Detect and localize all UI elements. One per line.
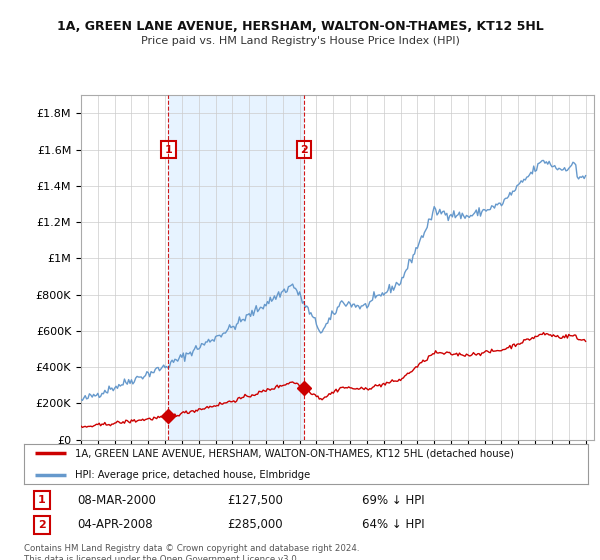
Text: 69% ↓ HPI: 69% ↓ HPI <box>362 494 425 507</box>
Text: 1A, GREEN LANE AVENUE, HERSHAM, WALTON-ON-THAMES, KT12 5HL (detached house): 1A, GREEN LANE AVENUE, HERSHAM, WALTON-O… <box>75 449 514 458</box>
Text: Price paid vs. HM Land Registry's House Price Index (HPI): Price paid vs. HM Land Registry's House … <box>140 36 460 46</box>
Text: 64% ↓ HPI: 64% ↓ HPI <box>362 519 425 531</box>
Text: 04-APR-2008: 04-APR-2008 <box>77 519 153 531</box>
Text: 2: 2 <box>38 520 46 530</box>
Text: HPI: Average price, detached house, Elmbridge: HPI: Average price, detached house, Elmb… <box>75 470 310 479</box>
Text: 1: 1 <box>38 495 46 505</box>
Text: £285,000: £285,000 <box>227 519 283 531</box>
Text: 2: 2 <box>301 144 308 155</box>
Text: 1: 1 <box>164 144 172 155</box>
Text: Contains HM Land Registry data © Crown copyright and database right 2024.
This d: Contains HM Land Registry data © Crown c… <box>24 544 359 560</box>
Text: 1A, GREEN LANE AVENUE, HERSHAM, WALTON-ON-THAMES, KT12 5HL: 1A, GREEN LANE AVENUE, HERSHAM, WALTON-O… <box>56 20 544 32</box>
Bar <box>169 95 304 440</box>
Text: 08-MAR-2000: 08-MAR-2000 <box>77 494 157 507</box>
Text: £127,500: £127,500 <box>227 494 283 507</box>
